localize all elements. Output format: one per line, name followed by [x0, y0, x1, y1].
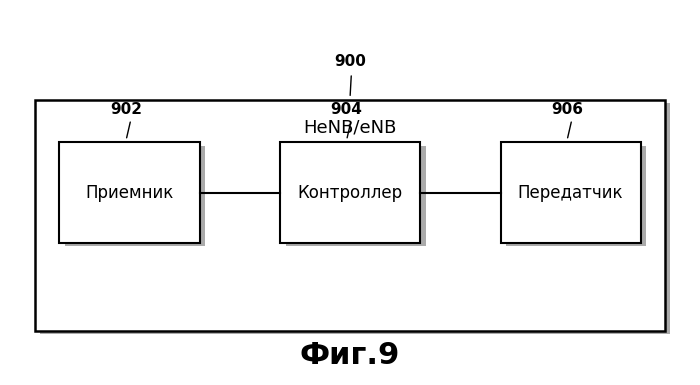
Text: HeNB/eNB: HeNB/eNB	[303, 118, 397, 136]
Bar	[506, 146, 646, 246]
Text: Фиг.9: Фиг.9	[300, 341, 400, 370]
Bar	[40, 103, 670, 334]
Text: 900: 900	[334, 54, 366, 69]
Bar	[35, 100, 665, 331]
Text: Передатчик: Передатчик	[518, 184, 623, 201]
Bar	[60, 142, 199, 243]
Bar	[286, 146, 426, 246]
Text: Контроллер: Контроллер	[298, 184, 402, 201]
Bar	[65, 146, 205, 246]
Text: 902: 902	[110, 102, 142, 117]
Bar	[280, 142, 420, 243]
Text: 906: 906	[551, 102, 583, 117]
Text: Приемник: Приемник	[85, 184, 174, 201]
Text: 904: 904	[330, 102, 363, 117]
Bar	[500, 142, 640, 243]
